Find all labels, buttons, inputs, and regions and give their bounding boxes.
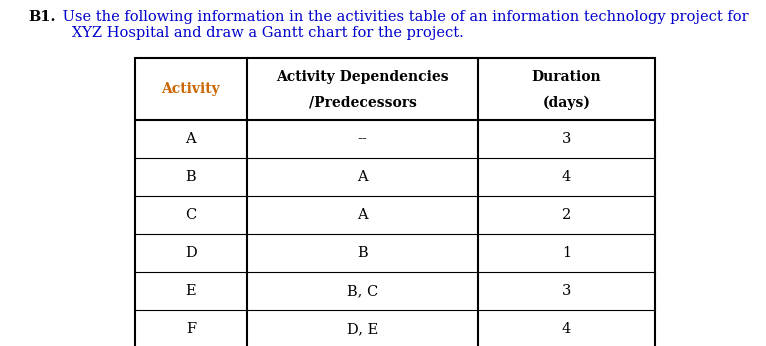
Text: E: E [185,284,196,298]
Text: B: B [185,170,196,184]
Text: B: B [357,246,368,260]
Text: (days): (days) [542,95,591,110]
Text: A: A [357,208,368,222]
Text: --: -- [358,132,368,146]
Text: F: F [186,322,196,336]
Text: 3: 3 [562,284,571,298]
Text: Activity: Activity [162,82,221,96]
Text: Duration: Duration [532,70,601,84]
Text: 4: 4 [562,170,571,184]
Text: /Predecessors: /Predecessors [309,95,417,110]
Text: C: C [185,208,197,222]
Text: B1.: B1. [28,10,55,24]
Text: 2: 2 [562,208,571,222]
Text: D: D [185,246,197,260]
Text: B, C: B, C [347,284,378,298]
Text: Activity Dependencies: Activity Dependencies [277,70,449,84]
Text: A: A [185,132,196,146]
Text: D, E: D, E [347,322,378,336]
Text: 4: 4 [562,322,571,336]
Text: 1: 1 [562,246,571,260]
Text: Use the following information in the activities table of an information technolo: Use the following information in the act… [58,10,748,40]
Text: 3: 3 [562,132,571,146]
Text: A: A [357,170,368,184]
